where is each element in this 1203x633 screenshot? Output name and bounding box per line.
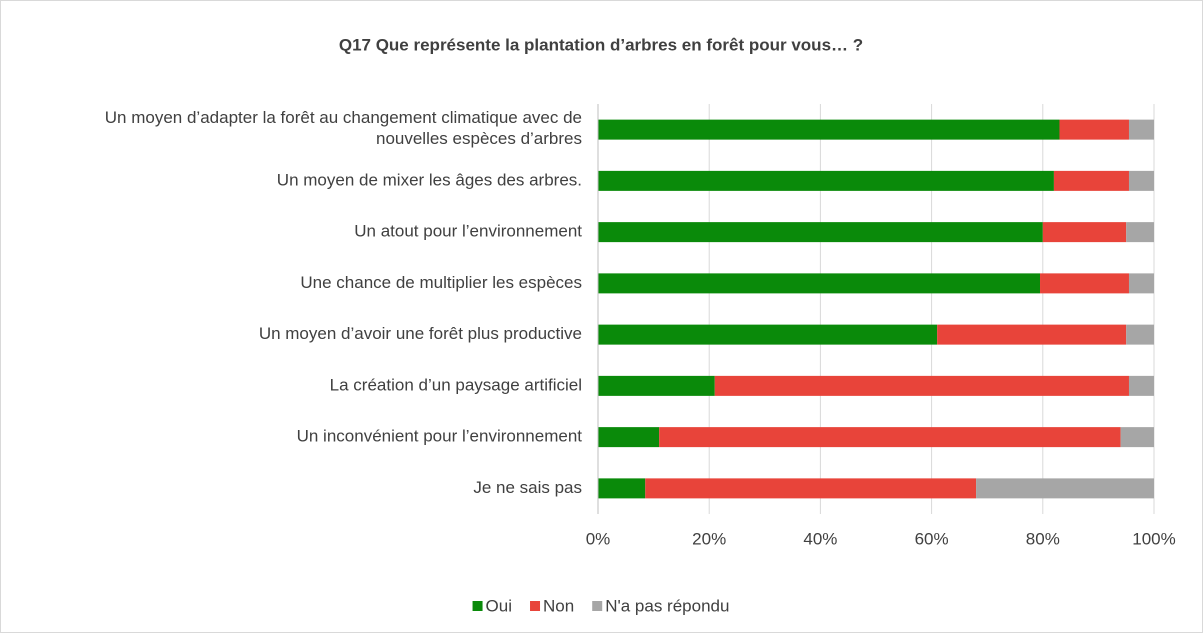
legend-item: Non xyxy=(530,596,574,615)
category-label: La création d’un paysage artificiel xyxy=(330,375,582,394)
bar-segment xyxy=(598,119,1060,140)
bar-segment xyxy=(1040,273,1129,294)
chart-title: Q17 Que représente la plantation d’arbre… xyxy=(339,35,863,54)
bar-segment xyxy=(598,478,646,499)
bar-segment xyxy=(1128,119,1154,140)
bar-segment xyxy=(1059,119,1129,140)
x-tick-label: 100% xyxy=(1132,529,1175,548)
bar-segment xyxy=(598,170,1054,191)
bar-segment xyxy=(1128,170,1154,191)
bar-segment xyxy=(645,478,977,499)
x-tick-label: 20% xyxy=(692,529,726,548)
bar-segment xyxy=(937,324,1127,345)
legend-swatch xyxy=(472,601,483,611)
legend-item: N'a pas répondu xyxy=(592,596,729,615)
legend-swatch xyxy=(592,601,603,611)
category-label: Je ne sais pas xyxy=(473,478,582,497)
category-label: Un moyen d’adapter la forêt au changemen… xyxy=(105,109,582,149)
bar-segment xyxy=(598,273,1041,294)
bar-segment xyxy=(598,427,660,448)
bar-segment xyxy=(598,222,1043,243)
bar-segment xyxy=(659,427,1121,448)
category-label: Un inconvénient pour l’environnement xyxy=(297,427,583,446)
x-tick-label: 40% xyxy=(803,529,837,548)
bar-segment xyxy=(976,478,1154,499)
category-label: Un moyen de mixer les âges des arbres. xyxy=(277,170,582,189)
legend-swatch xyxy=(530,601,541,611)
x-tick-label: 60% xyxy=(915,529,949,548)
x-tick-label: 80% xyxy=(1026,529,1060,548)
bar-segment xyxy=(1128,273,1154,294)
legend-item: Oui xyxy=(472,596,512,615)
legend-label: Non xyxy=(543,596,574,615)
bar-segment xyxy=(598,324,938,345)
bar-segment xyxy=(1042,222,1127,243)
bar-segment xyxy=(714,375,1129,396)
category-label: Une chance de multiplier les espèces xyxy=(300,273,582,292)
legend-label: Oui xyxy=(486,596,512,615)
bar-segment xyxy=(1126,222,1154,243)
bar-segment xyxy=(1128,375,1154,396)
x-tick-label: 0% xyxy=(586,529,611,548)
legend-label: N'a pas répondu xyxy=(605,596,729,615)
category-label: Un moyen d’avoir une forêt plus producti… xyxy=(259,324,582,343)
category-label: Un atout pour l’environnement xyxy=(354,222,582,241)
bar-segment xyxy=(1053,170,1129,191)
bar-segment xyxy=(598,375,715,396)
bar-segment xyxy=(1120,427,1154,448)
bar-segment xyxy=(1126,324,1154,345)
